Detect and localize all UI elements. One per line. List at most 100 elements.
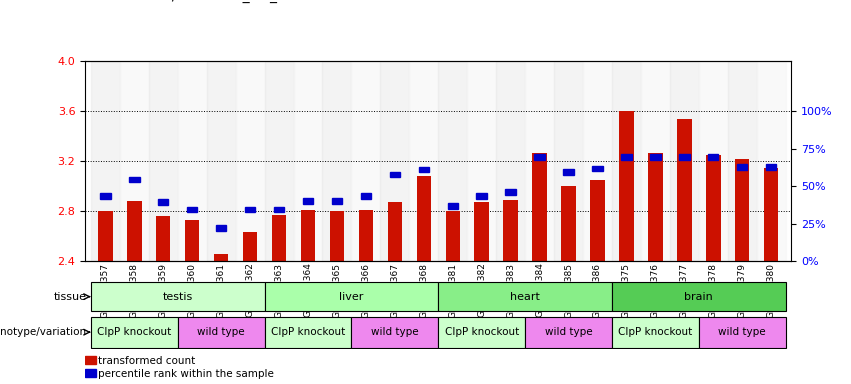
Bar: [757, 61, 785, 261]
Bar: [207, 61, 236, 261]
Bar: [679, 154, 689, 160]
FancyBboxPatch shape: [91, 316, 178, 348]
Bar: [185, 220, 199, 261]
Bar: [612, 61, 641, 261]
Bar: [416, 176, 431, 261]
Text: GDS4791 / 1429629_PM_at: GDS4791 / 1429629_PM_at: [102, 0, 291, 3]
Text: ClpP knockout: ClpP knockout: [97, 327, 171, 337]
Bar: [563, 169, 574, 175]
Text: wild type: wild type: [371, 327, 419, 337]
Text: ClpP knockout: ClpP knockout: [618, 327, 693, 337]
Bar: [641, 61, 670, 261]
Text: transformed count: transformed count: [98, 356, 195, 366]
Bar: [621, 154, 631, 160]
Bar: [505, 189, 516, 195]
Bar: [323, 61, 351, 261]
Bar: [332, 198, 342, 204]
Bar: [300, 210, 315, 261]
FancyBboxPatch shape: [525, 316, 612, 348]
Bar: [156, 216, 170, 261]
FancyBboxPatch shape: [699, 316, 785, 348]
Bar: [178, 61, 207, 261]
Bar: [91, 61, 120, 261]
Bar: [438, 61, 467, 261]
Bar: [361, 193, 371, 199]
Bar: [271, 215, 286, 261]
Bar: [216, 225, 226, 231]
Bar: [265, 61, 294, 261]
Bar: [534, 154, 545, 160]
FancyBboxPatch shape: [612, 316, 699, 348]
Bar: [85, 369, 95, 377]
Text: liver: liver: [340, 291, 363, 302]
Bar: [735, 159, 750, 261]
Bar: [737, 164, 747, 170]
Bar: [100, 193, 111, 199]
Bar: [380, 61, 409, 261]
Bar: [351, 61, 380, 261]
Text: wild type: wild type: [197, 327, 245, 337]
FancyBboxPatch shape: [265, 282, 438, 311]
Bar: [243, 232, 257, 261]
Bar: [648, 152, 663, 261]
Bar: [120, 61, 149, 261]
Bar: [650, 154, 660, 160]
Bar: [274, 207, 284, 212]
FancyBboxPatch shape: [612, 282, 785, 311]
Text: heart: heart: [510, 291, 540, 302]
Bar: [390, 172, 400, 177]
Bar: [766, 164, 776, 170]
Bar: [98, 211, 112, 261]
Bar: [358, 210, 373, 261]
FancyBboxPatch shape: [178, 316, 265, 348]
Bar: [387, 202, 402, 261]
Text: wild type: wild type: [718, 327, 766, 337]
Text: ClpP knockout: ClpP knockout: [444, 327, 519, 337]
Bar: [329, 211, 344, 261]
Bar: [85, 356, 95, 364]
Bar: [677, 119, 692, 261]
Bar: [591, 180, 605, 261]
Text: testis: testis: [163, 291, 193, 302]
Text: percentile rank within the sample: percentile rank within the sample: [98, 369, 274, 379]
FancyBboxPatch shape: [351, 316, 438, 348]
Text: wild type: wild type: [545, 327, 592, 337]
Bar: [496, 61, 525, 261]
FancyBboxPatch shape: [265, 316, 351, 348]
Bar: [477, 193, 487, 199]
Bar: [764, 167, 779, 261]
Bar: [409, 61, 438, 261]
Bar: [592, 166, 603, 171]
Text: brain: brain: [684, 291, 713, 302]
Bar: [214, 254, 228, 261]
Bar: [706, 155, 721, 261]
Text: tissue: tissue: [54, 291, 87, 302]
Text: ClpP knockout: ClpP knockout: [271, 327, 346, 337]
Bar: [562, 186, 576, 261]
Bar: [245, 207, 255, 212]
Bar: [554, 61, 583, 261]
Bar: [728, 61, 757, 261]
FancyBboxPatch shape: [91, 282, 265, 311]
FancyBboxPatch shape: [438, 316, 525, 348]
Bar: [158, 199, 168, 205]
Bar: [583, 61, 612, 261]
Bar: [448, 203, 458, 209]
Text: genotype/variation: genotype/variation: [0, 327, 87, 337]
Bar: [620, 111, 634, 261]
Bar: [236, 61, 265, 261]
Bar: [670, 61, 699, 261]
FancyBboxPatch shape: [438, 282, 612, 311]
Bar: [525, 61, 554, 261]
Bar: [187, 207, 197, 212]
Bar: [294, 61, 323, 261]
Bar: [533, 152, 547, 261]
Bar: [504, 200, 518, 261]
Bar: [467, 61, 496, 261]
Bar: [419, 167, 429, 172]
Bar: [708, 154, 718, 160]
Bar: [303, 198, 313, 204]
Bar: [475, 202, 489, 261]
Bar: [127, 201, 141, 261]
Bar: [446, 211, 460, 261]
